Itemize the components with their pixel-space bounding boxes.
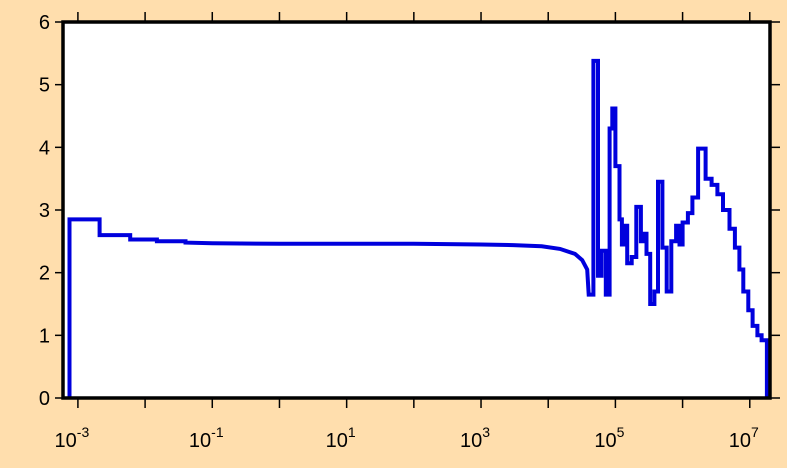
y-tick-label: 5 bbox=[39, 75, 50, 97]
y-tick-label: 6 bbox=[39, 12, 50, 34]
x-tick-label: 103 bbox=[460, 424, 490, 452]
plot-frame bbox=[61, 20, 772, 400]
x-tick-label: 10-1 bbox=[189, 424, 224, 452]
x-tick-label: 101 bbox=[326, 424, 356, 452]
y-tick-label: 2 bbox=[39, 263, 50, 285]
y-tick-label: 4 bbox=[39, 137, 50, 159]
y-tick-label: 1 bbox=[39, 325, 50, 347]
series-layer bbox=[67, 58, 769, 398]
series-line bbox=[67, 58, 769, 398]
x-tick-label: 105 bbox=[594, 424, 624, 452]
x-axis-tick-labels: 10-3 10-1 101 103 105 107 bbox=[55, 424, 759, 452]
y-axis-tick-labels: 0 1 2 3 4 5 6 bbox=[39, 12, 50, 410]
y-tick-label: 0 bbox=[39, 388, 50, 410]
x-tick-label: 10-3 bbox=[55, 424, 90, 452]
x-tick-label: 107 bbox=[729, 424, 759, 452]
y-tick-label: 3 bbox=[39, 200, 50, 222]
plot-area bbox=[63, 22, 770, 398]
